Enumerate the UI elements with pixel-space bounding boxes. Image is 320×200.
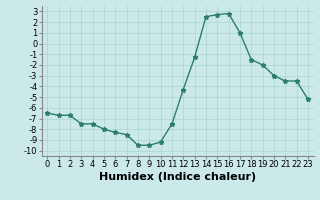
X-axis label: Humidex (Indice chaleur): Humidex (Indice chaleur) (99, 172, 256, 182)
